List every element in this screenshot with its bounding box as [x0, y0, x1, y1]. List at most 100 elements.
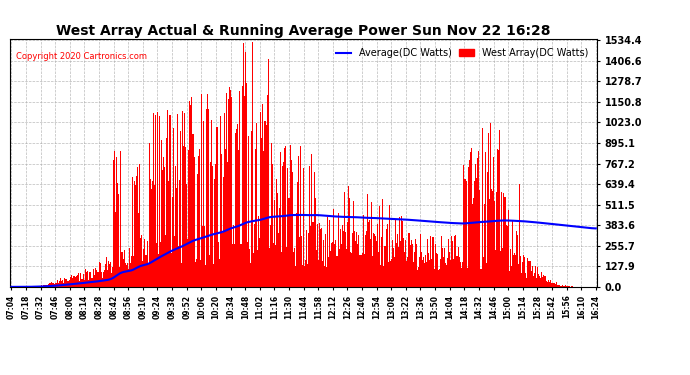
Bar	[426, 262, 427, 287]
Bar	[568, 286, 569, 287]
Bar	[453, 260, 455, 287]
Bar	[319, 228, 321, 287]
Bar	[457, 248, 459, 287]
Bar	[244, 96, 245, 287]
Bar	[315, 250, 317, 287]
Bar	[71, 275, 72, 287]
Bar	[342, 225, 343, 287]
Bar	[294, 248, 295, 287]
Bar	[148, 143, 150, 287]
Bar	[317, 260, 319, 287]
Bar	[478, 151, 480, 287]
Bar	[67, 280, 68, 287]
Bar	[459, 256, 460, 287]
Bar	[174, 236, 175, 287]
Bar	[322, 261, 323, 287]
Bar	[79, 281, 80, 287]
Bar	[366, 231, 367, 287]
Bar	[75, 277, 76, 287]
Bar	[206, 109, 207, 287]
Bar	[168, 181, 170, 287]
Bar	[388, 205, 390, 287]
Bar	[297, 182, 298, 287]
Bar	[395, 219, 396, 287]
Bar	[356, 231, 357, 287]
Bar	[450, 260, 451, 287]
Bar	[251, 131, 252, 287]
Bar	[97, 272, 99, 287]
Bar	[252, 42, 253, 287]
Bar	[428, 254, 429, 287]
Bar	[273, 243, 274, 287]
Bar	[442, 248, 443, 287]
Bar	[38, 286, 39, 287]
Bar	[522, 262, 523, 287]
Bar	[417, 270, 418, 287]
Bar	[493, 158, 494, 287]
Bar	[431, 259, 433, 287]
Bar	[475, 164, 476, 287]
Bar	[303, 168, 304, 287]
Bar	[343, 231, 344, 287]
Bar	[449, 252, 451, 287]
Bar	[464, 179, 465, 287]
Bar	[268, 248, 270, 287]
Bar	[339, 229, 341, 287]
Bar	[541, 272, 542, 287]
Bar	[205, 266, 206, 287]
Bar	[80, 273, 81, 287]
Bar	[445, 263, 446, 287]
Bar	[108, 261, 109, 287]
Bar	[39, 286, 40, 287]
Bar	[182, 111, 183, 287]
Bar	[253, 253, 254, 287]
Bar	[324, 267, 325, 287]
Bar	[311, 154, 313, 287]
Bar	[328, 257, 329, 287]
Bar	[131, 256, 132, 287]
Bar	[157, 112, 158, 287]
Bar	[380, 265, 382, 287]
Bar	[524, 257, 525, 287]
Bar	[378, 252, 380, 287]
Bar	[327, 217, 328, 287]
Bar	[523, 255, 524, 287]
Bar	[224, 112, 225, 287]
Bar	[236, 129, 237, 287]
Bar	[305, 260, 306, 287]
Bar	[65, 279, 66, 287]
Bar	[132, 177, 133, 287]
Bar	[569, 286, 570, 287]
Bar	[502, 248, 504, 287]
Bar	[564, 286, 565, 287]
Bar	[543, 275, 544, 287]
Bar	[62, 280, 63, 287]
Bar	[58, 283, 59, 287]
Bar	[300, 146, 301, 287]
Bar	[139, 164, 140, 287]
Bar	[525, 273, 526, 287]
Bar	[333, 209, 335, 287]
Bar	[509, 272, 510, 287]
Bar	[512, 220, 513, 287]
Bar	[533, 273, 535, 287]
Bar	[68, 281, 69, 287]
Bar	[57, 280, 58, 287]
Bar	[152, 113, 154, 287]
Bar	[106, 257, 107, 287]
Bar	[144, 239, 146, 287]
Bar	[69, 280, 70, 287]
Bar	[369, 220, 370, 287]
Bar	[133, 256, 134, 287]
Bar	[539, 276, 540, 287]
Bar	[32, 286, 33, 287]
Bar	[237, 124, 238, 287]
Bar	[516, 231, 517, 287]
Bar	[437, 270, 439, 287]
Bar	[246, 83, 247, 287]
Bar	[424, 262, 425, 287]
Bar	[138, 213, 139, 287]
Bar	[416, 244, 417, 287]
Bar	[64, 278, 65, 287]
Bar	[360, 255, 362, 287]
